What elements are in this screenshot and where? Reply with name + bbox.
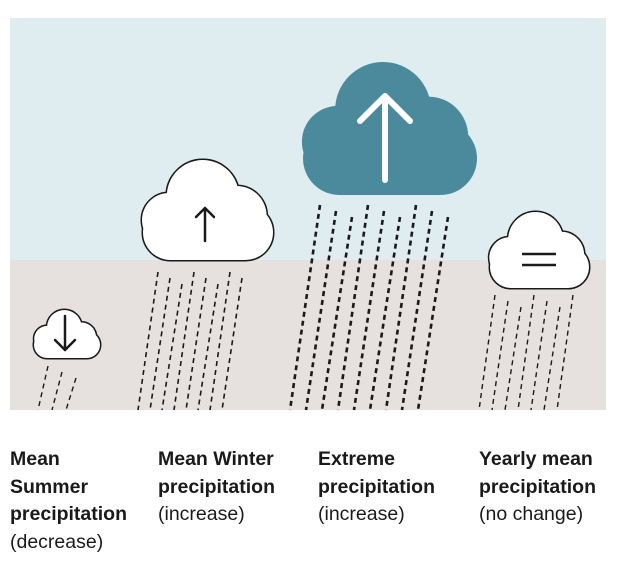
caption-title: Mean Winter [158,448,274,470]
caption-title: Yearly mean [479,448,593,470]
rain-drop-line [185,277,207,411]
cloud-body [206,186,267,246]
caption-title: Extreme [318,448,395,470]
rain-drop-line [221,277,243,411]
rain-drop-line [368,216,402,411]
caption: Yearly mean precipitation (no change) [479,446,596,529]
rain-drop-line [530,300,548,411]
arrow [53,314,77,352]
rain-drop-line [491,300,509,411]
rain-drop-line [65,377,77,411]
rain-drop-line [336,204,370,411]
rain-drop-line [197,283,219,411]
rain-drop-line [352,210,386,411]
caption-note: (increase) [158,503,245,525]
rain-drop-line [304,210,338,411]
caption: Extreme precipitation (increase) [318,446,435,529]
cloud [301,61,477,195]
rain-drop-line [288,204,322,411]
caption-note: (increase) [318,503,405,525]
arrow [194,206,216,243]
rain-drop-line [517,294,535,411]
rain-drop-line [37,365,49,411]
cloud [140,158,275,262]
rain-drop-line [320,216,354,411]
arrow [357,93,413,183]
equals-sign [522,252,556,267]
caption-title: precipitation [318,475,436,498]
rain-drop-line [149,277,171,411]
cloud-body [489,237,531,279]
caption-title: Mean [10,448,60,470]
rain-drop-line [416,216,450,411]
caption-note: (decrease) [10,530,104,553]
rain-drop-line [556,294,574,411]
caption: Mean Summer precipitation (decrease) [10,446,127,556]
caption: Mean Winter precipitation (increase) [158,446,275,529]
caption-title: precipitation [479,475,597,498]
illustration [10,18,606,411]
rain-drop-line [478,294,496,411]
rain-drop-line [161,283,183,411]
rain-drop-line [384,204,418,411]
caption-note: (no change) [479,503,584,525]
rain-drop-line [400,210,434,411]
cloud-body [67,322,96,352]
caption-title: Summer [10,475,89,498]
caption-title: precipitation [158,475,276,498]
cloud-body [142,193,196,247]
caption-title: precipitation [10,503,128,525]
rain-drop-line [51,371,63,411]
cloud-body [301,105,374,178]
cloud-body [34,325,61,352]
